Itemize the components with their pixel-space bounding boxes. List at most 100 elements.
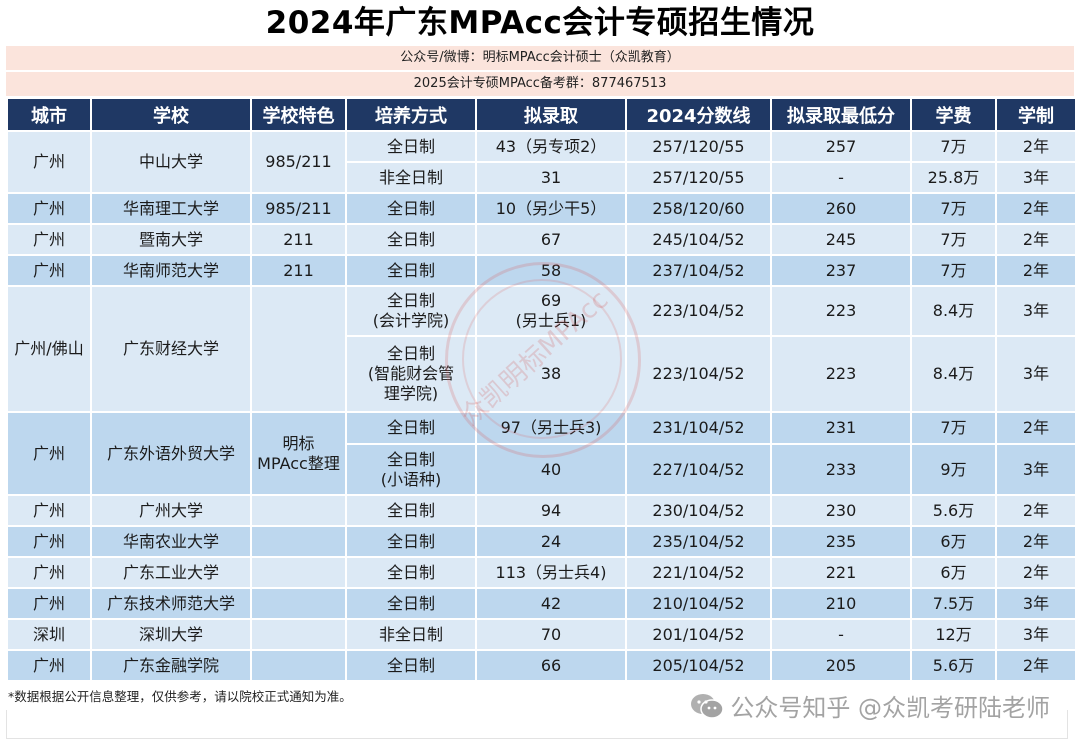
cell-mode: 全日制: [345, 192, 477, 225]
cell-score-line: 258/120/60: [625, 192, 772, 225]
mode-line: (会计学院): [372, 311, 450, 330]
cell-mode: 非全日制: [345, 618, 477, 651]
cell-fee: 8.4万: [910, 335, 997, 413]
cell-school: 广州大学: [90, 494, 252, 527]
cell-min-score: 245: [770, 223, 912, 256]
cell-min-score: 257: [770, 130, 912, 163]
cell-min-score: 233: [770, 443, 912, 496]
cell-city: 广州: [6, 223, 92, 256]
cell-feature: [250, 525, 347, 558]
cell-min-score: 231: [770, 411, 912, 445]
cell-years: 2年: [995, 254, 1077, 287]
table-header-row: 城市 学校 学校特色 培养方式 拟录取 2024分数线 拟录取最低分 学费 学制: [6, 97, 1077, 132]
cell-admit: 42: [475, 587, 627, 620]
table-row: 广州 广东技术师范大学 全日制 42 210/104/52 210 7.5万 3…: [6, 587, 1077, 620]
cell-min-score: -: [770, 161, 912, 194]
header-city: 城市: [6, 97, 92, 132]
footnote: *数据根据公开信息整理，仅供参考，请以院校正式通知为准。: [8, 689, 352, 704]
cell-years: 2年: [995, 525, 1077, 558]
table-row: 非全日制 31 257/120/55 - 25.8万 3年: [7, 161, 1077, 194]
cell-mode: 全日制: [345, 525, 477, 558]
header-score-line: 2024分数线: [625, 97, 772, 132]
cell-fee: 7万: [910, 254, 997, 287]
table-row: 广州/佛山 广东财经大学 全日制 (会计学院) 69 (另士兵1) 223/10…: [6, 285, 1077, 413]
cell-fee: 7万: [910, 411, 997, 445]
table-row: 全日制 (小语种) 40 227/104/52 233 9万 3年: [7, 443, 1077, 496]
page-title: 2024年广东MPAcc会计专硕招生情况: [265, 5, 815, 41]
cell-feature: 211: [250, 254, 347, 287]
footer-box: [6, 710, 1068, 739]
table-row: 全日制 (智能财会管 理学院) 38 223/104/52 223 8.4万 3…: [7, 335, 1077, 413]
table-row: 广州 华南农业大学 全日制 24 235/104/52 235 6万 2年: [6, 525, 1077, 558]
cell-mode: 全日制 (智能财会管 理学院): [345, 335, 477, 413]
cell-school: 华南农业大学: [90, 525, 252, 558]
cell-score-line: 231/104/52: [625, 411, 772, 445]
cell-feature: 211: [250, 223, 347, 256]
cell-feature: [250, 649, 347, 682]
cell-fee: 8.4万: [910, 285, 997, 337]
cell-mode: 全日制: [345, 587, 477, 620]
cell-years: 3年: [995, 161, 1077, 194]
cell-score-line: 230/104/52: [625, 494, 772, 527]
cell-admit: 58: [475, 254, 627, 287]
cell-score-line: 227/104/52: [625, 443, 772, 496]
table-row: 广州 广东金融学院 全日制 66 205/104/52 205 5.6万 2年: [6, 649, 1077, 682]
cell-years: 3年: [995, 335, 1077, 413]
header-years: 学制: [995, 97, 1077, 132]
table-row: 广州 华南师范大学 211 全日制 58 237/104/52 237 7万 2…: [6, 254, 1077, 287]
cell-min-score: 205: [770, 649, 912, 682]
feature-line: MPAcc整理: [257, 453, 340, 473]
cell-city: 广州: [6, 254, 92, 287]
table-row: 广州 暨南大学 211 全日制 67 245/104/52 245 7万 2年: [6, 223, 1077, 256]
cell-years: 2年: [995, 556, 1077, 589]
cell-city: 广州: [6, 649, 92, 682]
cell-score-line: 223/104/52: [625, 285, 772, 337]
cell-score-line: 210/104/52: [625, 587, 772, 620]
cell-feature: [250, 556, 347, 589]
cell-score-line: 205/104/52: [625, 649, 772, 682]
cell-feature: 985/211: [250, 130, 347, 194]
cell-score-line: 257/120/55: [625, 161, 772, 194]
cell-score-line: 257/120/55: [625, 130, 772, 163]
cell-mode: 全日制: [345, 411, 477, 445]
cell-mode: 全日制: [345, 130, 477, 163]
cell-feature: [250, 285, 347, 413]
admit-line: 69: [540, 291, 562, 310]
watermark-text: 公众号知乎 @众凯考研陆老师: [730, 694, 1050, 722]
table-row: 广州 华南理工大学 985/211 全日制 10（另少干5） 258/120/6…: [6, 192, 1077, 225]
cell-city: 广州: [6, 556, 92, 589]
header-feature: 学校特色: [250, 97, 347, 132]
subtitle-contact: 公众号/微博：明标MPAcc会计硕士（众凯教育）: [6, 46, 1074, 70]
cell-fee: 25.8万: [910, 161, 997, 194]
header-fee: 学费: [910, 97, 997, 132]
cell-min-score: 223: [770, 335, 912, 413]
cell-mode: 全日制 (小语种): [345, 443, 477, 496]
admissions-table: 城市 学校 学校特色 培养方式 拟录取 2024分数线 拟录取最低分 学费 学制…: [6, 97, 1077, 682]
cell-city: 深圳: [6, 618, 92, 651]
feature-line: 明标: [282, 433, 315, 453]
cell-admit: 31: [475, 161, 627, 194]
cell-feature: 985/211: [250, 192, 347, 225]
cell-city: 广州: [6, 587, 92, 620]
cell-admit: 70: [475, 618, 627, 651]
cell-fee: 6万: [910, 525, 997, 558]
mode-line: (小语种): [380, 469, 442, 489]
header-school: 学校: [90, 97, 252, 132]
cell-fee: 5.6万: [910, 494, 997, 527]
cell-admit: 10（另少干5）: [475, 192, 627, 225]
cell-school: 深圳大学: [90, 618, 252, 651]
cell-mode: 全日制: [345, 494, 477, 527]
mode-line: 理学院): [383, 384, 439, 403]
cell-school: 广东外语外贸大学: [90, 411, 252, 496]
cell-school: 暨南大学: [90, 223, 252, 256]
cell-min-score: 230: [770, 494, 912, 527]
table-row: 广州 广东外语外贸大学 明标 MPAcc整理 全日制 97（另士兵3) 231/…: [6, 411, 1077, 496]
cell-admit: 97（另士兵3): [475, 411, 627, 445]
cell-years: 3年: [995, 443, 1077, 496]
cell-admit: 94: [475, 494, 627, 527]
cell-school: 广东财经大学: [90, 285, 252, 413]
cell-fee: 7.5万: [910, 587, 997, 620]
cell-admit: 40: [475, 443, 627, 496]
table-row: 深圳 深圳大学 非全日制 70 201/104/52 - 12万 3年: [6, 618, 1077, 651]
cell-mode: 全日制: [345, 649, 477, 682]
